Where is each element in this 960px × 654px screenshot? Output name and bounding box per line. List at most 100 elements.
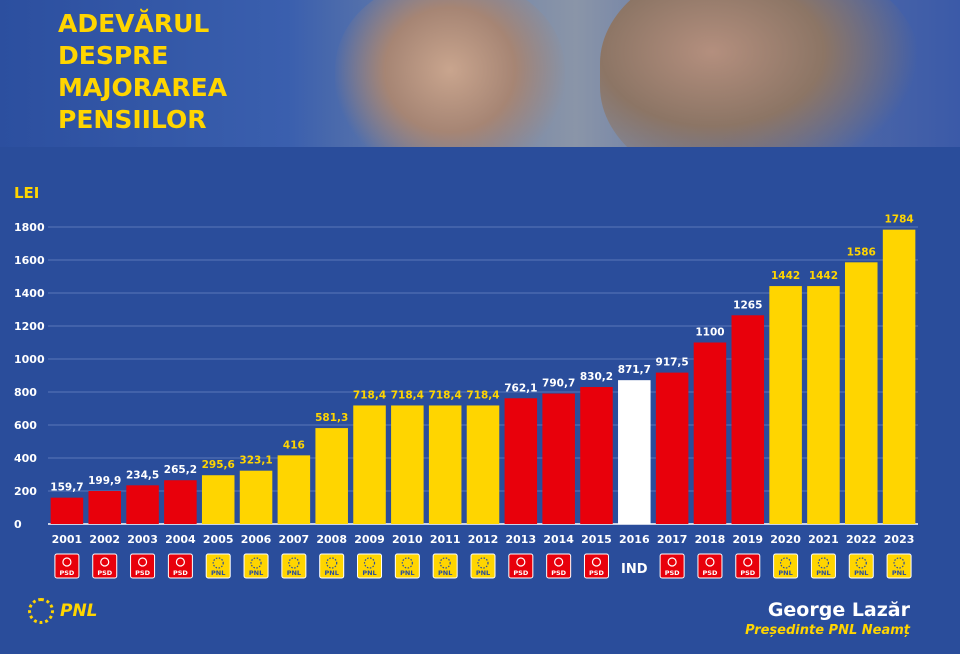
party-label: PNL	[325, 569, 339, 577]
party-badge	[319, 553, 345, 579]
pnl-stars-icon	[288, 557, 300, 569]
bar	[277, 455, 311, 524]
x-tick-label: 2001	[52, 533, 83, 546]
x-tick-label: 2008	[316, 533, 347, 546]
pnl-stars-icon	[326, 557, 338, 569]
party-badge	[243, 553, 269, 579]
photo-elderly-woman	[335, 0, 565, 147]
x-tick-label: 2020	[770, 533, 801, 546]
y-tick-label: 1000	[14, 353, 45, 366]
pnl-logo-text: PNL	[60, 601, 98, 621]
x-tick-label: 2010	[392, 533, 423, 546]
bar	[88, 491, 122, 524]
party-label: PSD	[173, 569, 188, 577]
y-tick-label: 1600	[14, 254, 45, 267]
party-label: PSD	[589, 569, 604, 577]
bar	[693, 342, 727, 524]
party-label: PNL	[816, 569, 830, 577]
psd-rose-icon	[100, 557, 110, 567]
x-tick-label: 2016	[619, 533, 650, 546]
pnl-stars-icon	[893, 557, 905, 569]
photo-caregiver	[600, 0, 920, 147]
bar	[655, 372, 689, 524]
data-label: 1442	[771, 270, 800, 282]
party-label: PSD	[703, 569, 718, 577]
psd-rose-icon	[554, 557, 564, 567]
data-label: 830,2	[580, 371, 613, 383]
party-badge	[394, 553, 420, 579]
data-label: 265,2	[164, 464, 197, 476]
data-label: 1442	[809, 270, 838, 282]
party-label: PSD	[740, 569, 755, 577]
pnl-stars-icon	[28, 598, 54, 624]
party-label: IND	[621, 562, 648, 577]
bar	[201, 475, 235, 524]
bar	[428, 405, 462, 524]
y-tick-label: 0	[14, 518, 22, 531]
bar	[731, 315, 765, 524]
psd-rose-icon	[591, 557, 602, 567]
data-label: 718,4	[429, 389, 462, 401]
party-label: PNL	[438, 569, 452, 577]
x-tick-label: 2012	[468, 533, 499, 546]
psd-rose-icon	[667, 557, 677, 567]
party-badge	[773, 553, 799, 579]
y-tick-label: 1400	[14, 287, 45, 300]
title-line: ADEVĂRUL	[58, 9, 210, 38]
party-badge	[357, 553, 383, 579]
y-tick-label: 200	[14, 485, 37, 498]
x-tick-label: 2009	[354, 533, 385, 546]
psd-rose-icon	[743, 557, 753, 567]
y-tick-label: 400	[14, 452, 37, 465]
x-tick-label: 2003	[127, 533, 158, 546]
data-label: 1784	[884, 214, 913, 226]
data-label: 917,5	[656, 357, 689, 369]
x-tick-label: 2002	[89, 533, 120, 546]
data-label: 1586	[847, 246, 876, 258]
party-label: PNL	[476, 569, 490, 577]
data-label: 159,7	[50, 482, 83, 494]
psd-rose-icon	[516, 557, 526, 567]
bar	[844, 262, 878, 524]
data-label: 1100	[695, 327, 724, 339]
data-label: 234,5	[126, 469, 159, 481]
title-line: MAJORAREA	[58, 73, 228, 102]
data-label: 718,4	[391, 389, 424, 401]
party-label: PSD	[59, 569, 74, 577]
bar	[542, 393, 575, 524]
bar	[882, 229, 916, 524]
party-label: PSD	[551, 569, 566, 577]
y-tick-label: 1800	[14, 221, 45, 234]
party-badge	[470, 553, 496, 579]
bar	[504, 398, 538, 524]
bar	[126, 485, 159, 524]
pnl-stars-icon	[401, 557, 413, 569]
party-badge	[886, 553, 912, 579]
psd-rose-icon	[62, 557, 72, 567]
party-label: PSD	[513, 569, 528, 577]
bar	[580, 387, 613, 524]
pnl-stars-icon	[212, 557, 224, 569]
bar	[239, 470, 273, 524]
data-label: 1265	[733, 299, 762, 311]
data-label: 790,7	[542, 378, 575, 390]
y-tick-label: 1200	[14, 320, 45, 333]
x-tick-label: 2023	[884, 533, 915, 546]
bar	[164, 480, 197, 524]
data-label: 295,6	[202, 459, 235, 471]
page-title: ADEVĂRUL DESPRE MAJORAREA PENSIILOR	[58, 8, 227, 136]
x-tick-label: 2004	[165, 533, 196, 546]
author-name: George Lazăr	[767, 599, 910, 621]
title-line: PENSIILOR	[58, 105, 207, 134]
y-tick-label: 600	[14, 419, 37, 432]
x-tick-label: 2018	[695, 533, 726, 546]
data-label: 581,3	[315, 412, 348, 424]
data-label: 718,4	[353, 389, 386, 401]
bar	[50, 497, 84, 524]
x-tick-label: 2005	[203, 533, 234, 546]
y-tick-label: 800	[14, 386, 37, 399]
pnl-stars-icon	[780, 557, 792, 569]
pnl-stars-icon	[439, 557, 451, 569]
party-label: PSD	[97, 569, 112, 577]
psd-rose-icon	[137, 557, 148, 567]
